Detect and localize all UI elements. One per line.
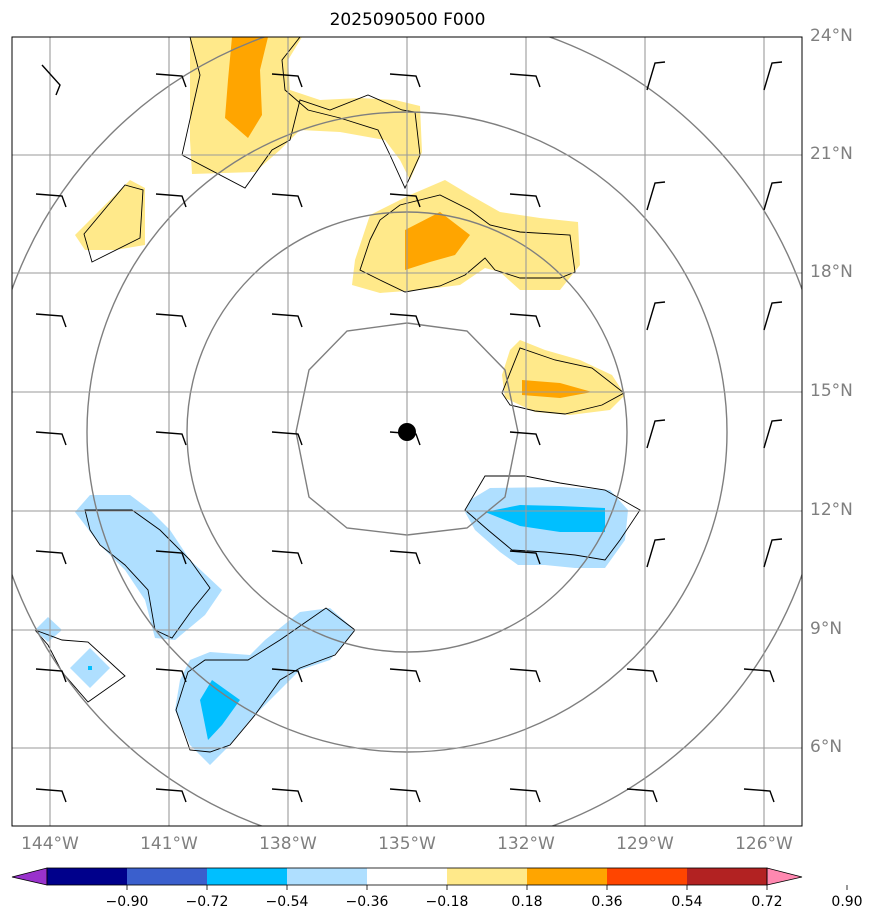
lon-label: 126°W xyxy=(735,834,793,854)
contour-lines xyxy=(34,37,641,753)
colorbar-segment xyxy=(687,868,768,885)
colorbar-segment xyxy=(207,868,288,885)
colorbar-tick-label: −0.72 xyxy=(185,894,229,910)
lat-label: 12°N xyxy=(810,500,853,520)
colorbar-segment xyxy=(47,868,128,885)
colorbar-tick-label: −0.90 xyxy=(105,894,149,910)
wind-barb xyxy=(155,313,187,328)
wind-barb xyxy=(509,550,541,565)
colorbar-tick-label: 0.90 xyxy=(831,894,863,910)
lat-label: 21°N xyxy=(810,144,853,164)
wind-barb xyxy=(509,313,541,328)
colorbar-tick-label: 0.72 xyxy=(751,894,783,910)
wind-barb xyxy=(646,61,666,91)
colorbar-tick-label: −0.18 xyxy=(425,894,469,910)
wind-barb xyxy=(35,668,67,683)
wind-barb xyxy=(389,668,421,683)
lat-label: 15°N xyxy=(810,381,853,401)
wind-barb xyxy=(509,193,541,208)
colorbar-extend-high xyxy=(766,867,803,886)
wind-barb xyxy=(271,73,303,88)
negative-anomaly-medium xyxy=(88,505,605,740)
wind-barb xyxy=(646,181,666,211)
colorbar-segment xyxy=(527,868,608,885)
wind-barb xyxy=(646,538,666,568)
colorbar-tick-label: 0.36 xyxy=(591,894,623,910)
lat-label: 9°N xyxy=(810,619,843,639)
wind-barb xyxy=(509,788,541,803)
lon-label: 132°W xyxy=(497,834,555,854)
wind-barb xyxy=(389,788,421,803)
lon-label: 144°W xyxy=(21,834,79,854)
colorbar-tick-label: 0.54 xyxy=(671,894,703,910)
colorbar-segment xyxy=(447,868,528,885)
wind-barb xyxy=(509,668,541,683)
wind-barb xyxy=(155,550,187,565)
colorbar-outline xyxy=(46,867,768,886)
wind-barb xyxy=(155,668,187,683)
wind-barb xyxy=(743,788,775,803)
wind-barb xyxy=(763,61,783,91)
wind-barb xyxy=(389,550,421,565)
wind-barb xyxy=(763,419,783,449)
wind-barb xyxy=(389,73,421,88)
graticule xyxy=(12,37,802,826)
wind-barb xyxy=(271,313,303,328)
colorbar-segment xyxy=(127,868,208,885)
wind-barb xyxy=(35,193,67,208)
wind-barb xyxy=(271,193,303,208)
wind-barb xyxy=(389,313,421,328)
wind-barb xyxy=(35,431,67,446)
wind-barb xyxy=(743,668,775,683)
positive-anomaly-medium xyxy=(225,37,592,398)
wind-barbs xyxy=(35,61,783,803)
wind-barb xyxy=(646,301,666,331)
lat-label: 18°N xyxy=(810,262,853,282)
wind-barb xyxy=(35,313,67,328)
colorbar-segment xyxy=(367,868,448,885)
wind-barb xyxy=(763,301,783,331)
map-title: 2025090500 F000 xyxy=(329,10,486,30)
wind-barb xyxy=(646,419,666,449)
wind-barb xyxy=(271,550,303,565)
wind-barb xyxy=(155,73,187,88)
wind-barb xyxy=(626,668,658,683)
colorbar-segment xyxy=(607,868,688,885)
lon-label: 138°W xyxy=(259,834,317,854)
wind-barb xyxy=(509,73,541,88)
wind-barb xyxy=(509,431,541,446)
lon-label: 135°W xyxy=(378,834,436,854)
lon-label: 129°W xyxy=(616,834,674,854)
wind-barb xyxy=(626,788,658,803)
wind-barb xyxy=(271,668,303,683)
colorbar-extend-low xyxy=(11,867,48,886)
wind-barb xyxy=(389,193,421,208)
map-frame xyxy=(11,36,803,827)
wind-barb xyxy=(763,538,783,568)
storm-center-marker xyxy=(398,423,416,441)
wind-barb xyxy=(271,431,303,446)
wind-barb xyxy=(35,550,67,565)
wind-barb xyxy=(271,788,303,803)
wind-barb xyxy=(155,193,187,208)
wind-barb xyxy=(763,181,783,211)
colorbar xyxy=(11,867,848,890)
lon-label: 141°W xyxy=(140,834,198,854)
colorbar-tick-label: −0.36 xyxy=(345,894,389,910)
wind-barb xyxy=(155,431,187,446)
lat-label: 6°N xyxy=(810,737,843,757)
colorbar-tick-label: −0.54 xyxy=(265,894,309,910)
wind-barb xyxy=(155,788,187,803)
wind-barb xyxy=(35,788,67,803)
colorbar-segment xyxy=(287,868,368,885)
lat-label: 24°N xyxy=(810,26,853,46)
colorbar-tick-label: 0.18 xyxy=(511,894,543,910)
wind-barb xyxy=(41,64,61,96)
